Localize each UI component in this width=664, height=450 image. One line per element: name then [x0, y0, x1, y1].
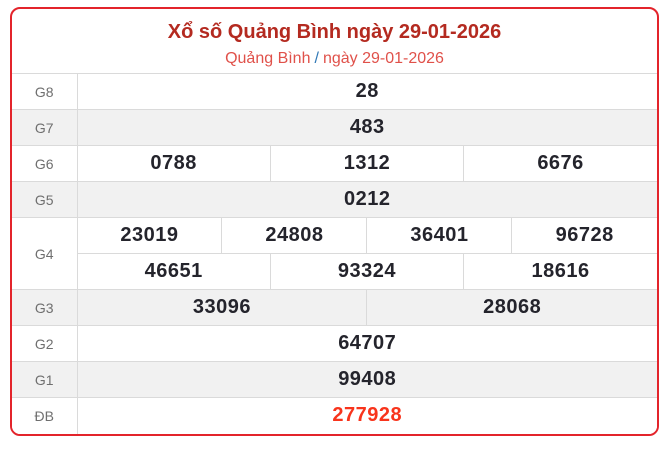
prize-number-special: 277928 [76, 397, 657, 434]
table-row-g8: G8 28 [12, 73, 657, 110]
prize-number: 99408 [76, 361, 657, 398]
breadcrumb-separator: / [314, 50, 319, 67]
table-row-g5: G5 0212 [12, 181, 657, 218]
table-row-g7: G7 483 [12, 109, 657, 146]
prize-label-g5: G5 [12, 181, 78, 218]
prize-number: 28 [76, 73, 657, 110]
prize-label-g4: G4 [12, 217, 78, 290]
prize-label-g3: G3 [12, 289, 78, 326]
prize-label-g2: G2 [12, 325, 78, 362]
result-header: Xổ số Quảng Bình ngày 29-01-2026 Quảng B… [12, 9, 657, 73]
table-row-db: ĐB 277928 [12, 397, 657, 434]
table-row-g6: G6 0788 1312 6676 [12, 145, 657, 182]
prize-number: 93324 [269, 253, 465, 290]
breadcrumb-region-link[interactable]: Quảng Bình [225, 50, 311, 67]
prize-label-g8: G8 [12, 73, 78, 110]
results-table: G8 28 G7 483 G6 0788 1312 6676 G5 0212 G… [12, 73, 657, 434]
table-row-g2: G2 64707 [12, 325, 657, 362]
lottery-result-card: Xổ số Quảng Bình ngày 29-01-2026 Quảng B… [10, 7, 659, 436]
prize-number: 36401 [366, 217, 513, 254]
table-row-g4-line1: G4 23019 24808 36401 96728 [12, 217, 657, 290]
breadcrumb: Quảng Bình / ngày 29-01-2026 [12, 49, 657, 68]
prize-label-g7: G7 [12, 109, 78, 146]
prize-number: 0212 [76, 181, 657, 218]
prize-number: 33096 [76, 289, 368, 326]
prize-label-db: ĐB [12, 397, 78, 434]
page-title: Xổ số Quảng Bình ngày 29-01-2026 [167, 21, 502, 43]
prize-number: 46651 [77, 253, 271, 290]
prize-number: 28068 [366, 289, 657, 326]
prize-number: 483 [76, 109, 657, 146]
prize-number: 96728 [511, 217, 657, 254]
prize-number: 18616 [463, 253, 657, 290]
prize-number: 23019 [76, 217, 223, 254]
table-row-g4-line2: 46651 93324 18616 [12, 253, 657, 290]
table-row-g3: G3 33096 28068 [12, 289, 657, 326]
prize-label-g6: G6 [12, 145, 78, 182]
prize-number: 6676 [463, 145, 657, 182]
prize-number: 64707 [76, 325, 657, 362]
table-row-g1: G1 99408 [12, 361, 657, 398]
prize-number: 0788 [76, 145, 271, 182]
prize-label-g1: G1 [12, 361, 78, 398]
prize-number: 1312 [269, 145, 465, 182]
breadcrumb-date-link[interactable]: ngày 29-01-2026 [322, 50, 444, 67]
prize-number: 24808 [221, 217, 368, 254]
